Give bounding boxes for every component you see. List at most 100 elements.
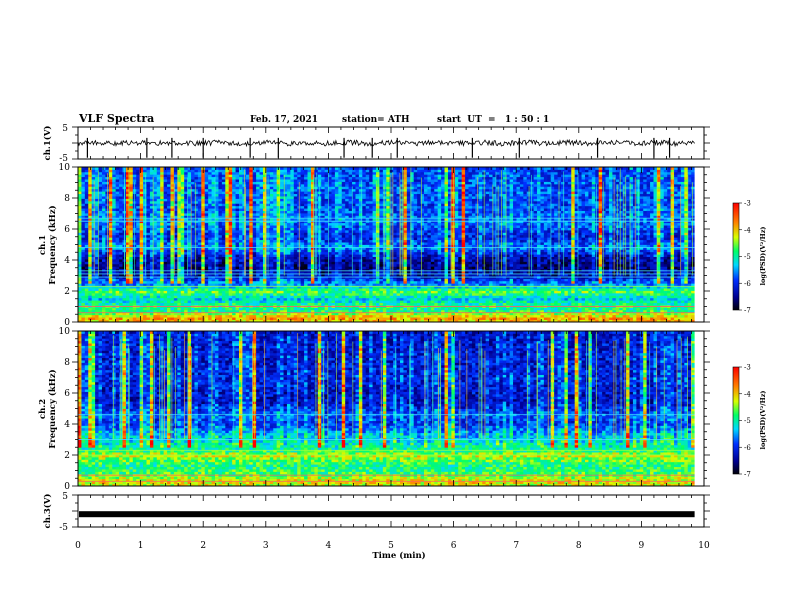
spectrogram-cell [191,290,195,294]
spectrogram-cell [269,280,274,284]
spectrogram-cell [324,232,329,236]
spectrogram-cell [105,314,110,318]
spectrogram-cell [139,249,144,253]
spectrogram-cell [146,217,151,221]
spectrogram-cell [187,205,192,209]
spectrogram-cell [228,193,233,197]
spectrogram-cell [256,171,260,175]
spectrogram-cell [300,191,305,195]
spectrogram-cell [245,251,250,255]
spectrogram-cell [276,186,281,190]
spectrogram-cell [286,222,291,226]
spectrogram-cell [173,309,178,313]
spectrogram-cell [98,314,103,318]
spectrogram-cell [218,215,223,219]
spectrogram-cell [149,215,154,219]
spectrogram-cell [204,191,209,195]
spectrogram-cell [153,271,158,274]
spectrogram-cell [170,225,175,228]
spectrogram-cell [273,227,278,231]
spectrogram-cell [163,205,168,209]
spectrogram-cell [184,278,189,282]
spectrogram-cell [146,196,151,199]
spectrogram-cell [283,292,288,296]
spectrogram-cell [259,249,264,253]
spectrogram-cell [218,319,223,323]
spectrogram-cell [235,302,240,306]
spectrogram-cell [98,288,103,291]
spectrogram-cell [98,186,103,190]
spectrogram-cell [235,261,240,265]
spectrogram-cell [108,244,113,248]
spectrogram-cell [88,297,93,301]
spectrogram-cell [273,242,278,245]
spectrogram-cell [245,198,250,202]
spectrogram-cell [293,198,298,202]
spectrogram-cell [129,280,134,284]
spectrogram-cell [88,283,93,287]
spectrogram-cell [194,271,199,274]
spectrogram-cell [91,234,96,238]
spectrogram-cell [160,300,165,304]
spectrogram-cell [276,181,281,185]
spectrogram-cell [112,319,117,323]
spectrogram-cell [177,314,182,318]
spectrogram-cell [211,222,216,226]
spectrogram-cell [269,242,274,245]
spectrogram-cell [245,268,250,272]
spectrogram-cell [160,232,165,236]
spectrogram-cell [115,222,120,226]
spectrogram-cell [259,285,264,289]
spectrogram-cell [307,237,312,241]
spectrogram-cell [88,256,93,260]
spectrogram-cell [84,251,89,255]
spectrogram-cell [225,174,230,178]
spectrogram-cell [108,210,113,214]
spectrogram-cell [276,261,281,265]
spectrogram-cell [156,239,161,243]
spectrogram-cell [146,193,151,197]
spectrogram-cell [235,213,240,216]
spectrogram-cell [139,259,144,262]
spectrogram-cell [167,271,171,274]
spectrogram-cell [173,198,178,202]
spectrogram-cell [208,292,212,296]
spectrogram-cell [283,285,288,289]
spectrogram-cell [283,208,288,211]
spectrogram-cell [146,234,151,238]
spectrogram-cell [204,176,209,180]
spectrogram-cell [225,200,230,204]
spectrogram-cell [235,254,240,258]
spectrogram-cell [321,215,326,219]
spectrogram-cell [286,290,291,294]
spectrogram-cell [331,283,336,287]
spectrogram-cell [153,290,158,294]
spectrogram-cell [149,297,154,301]
spectrogram-cell [143,266,147,270]
spectrogram-cell [115,208,120,211]
spectrogram-cell [84,244,89,248]
spectrogram-cell [160,213,165,216]
spectrogram-cell [112,203,117,207]
spectrogram-cell [208,312,212,316]
spectrogram-cell [112,169,117,173]
spectrogram-cell [146,237,151,241]
spectrogram-cell [129,307,134,311]
spectrogram-cell [259,273,264,277]
spectrogram-cell [191,259,195,262]
spectrogram-cell [321,254,326,258]
spectrogram-cell [221,171,226,175]
spectrogram-cell [146,268,151,272]
spectrogram-cell [101,302,106,306]
spectrogram-cell [78,198,82,202]
spectrogram-cell [249,254,254,258]
spectrogram-cell [125,256,130,260]
spectrogram-cell [283,167,288,170]
spectrogram-cell [149,261,154,265]
spectrogram-cell [307,203,312,207]
spectrogram-cell [194,283,199,287]
ch1-spectrogram-image [78,167,704,323]
spectrogram-cell [132,171,137,175]
spectrogram-cell [146,186,151,190]
spectrogram-cell [101,292,106,296]
